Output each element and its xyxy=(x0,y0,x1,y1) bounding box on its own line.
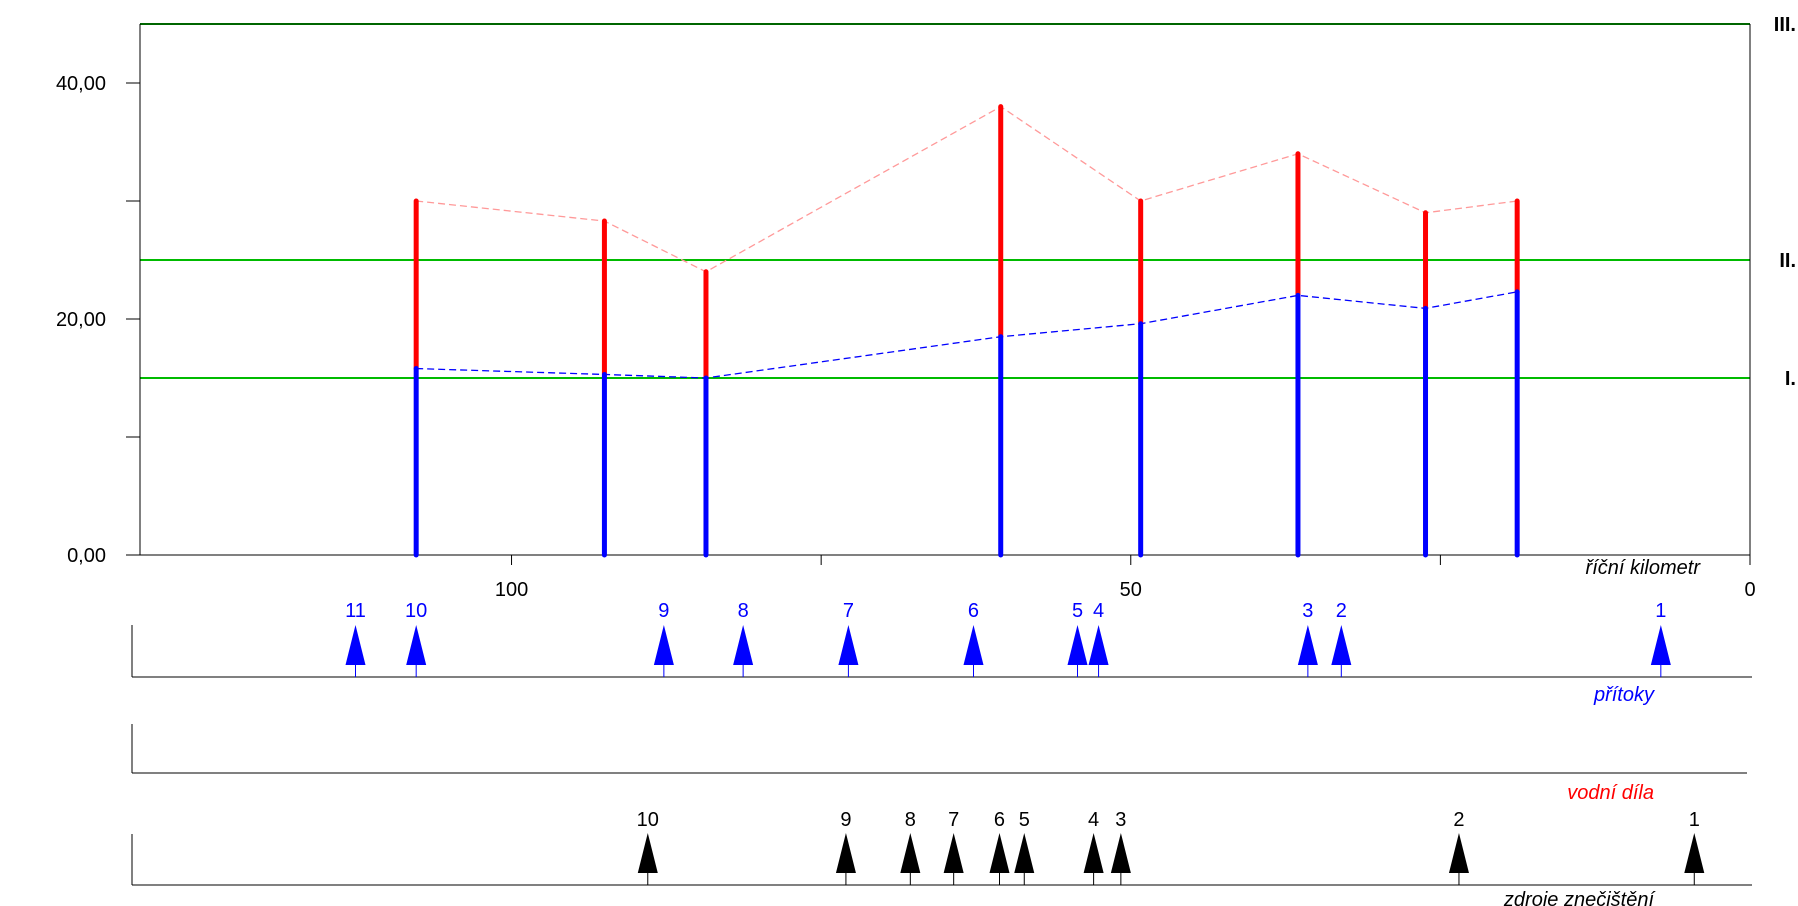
tributaries-marker-triangle xyxy=(838,625,859,665)
pollution_sources-marker-triangle xyxy=(900,833,921,873)
pollution_sources-marker-triangle xyxy=(1684,833,1705,873)
pollution_sources-marker-triangle xyxy=(835,833,856,873)
pollution_sources-marker-label: 10 xyxy=(637,809,659,831)
tributaries-marker-label: 11 xyxy=(345,600,366,622)
y-tick-label: 40,00 xyxy=(56,73,106,95)
pollution_sources-marker-triangle xyxy=(1014,833,1035,873)
tributaries-caption: přítoky xyxy=(1593,684,1655,706)
pollution_sources-caption: zdroje znečištění xyxy=(1503,889,1657,906)
tributaries-marker-label: 5 xyxy=(1072,600,1083,622)
pollution_sources-marker-triangle xyxy=(1448,833,1469,873)
water_works-caption: vodní díla xyxy=(1567,782,1654,804)
tributaries-marker-label: 10 xyxy=(405,600,427,622)
tributaries-marker-triangle xyxy=(1088,625,1109,665)
pollution_sources-marker-label: 5 xyxy=(1019,809,1030,831)
tributaries-marker-label: 4 xyxy=(1093,600,1104,622)
y-tick-label: 0,00 xyxy=(67,545,106,567)
pollution_sources-marker-label: 2 xyxy=(1453,809,1464,831)
tributaries-marker-triangle xyxy=(1297,625,1318,665)
tributaries-marker-label: 7 xyxy=(843,600,854,622)
pollution_sources-marker-label: 9 xyxy=(840,809,851,831)
pollution_sources-marker-label: 7 xyxy=(948,809,959,831)
class-limit-label: III. xyxy=(1774,14,1796,36)
tributaries-marker-label: 3 xyxy=(1302,600,1313,622)
x-tick-label: 0 xyxy=(1744,579,1755,601)
tributaries-marker-triangle xyxy=(963,625,984,665)
tributaries-marker-label: 2 xyxy=(1336,600,1347,622)
lower-dashed-line xyxy=(416,291,1518,379)
pollution_sources-marker-triangle xyxy=(637,833,658,873)
pollution_sources-marker-label: 8 xyxy=(905,809,916,831)
pollution_sources-marker-triangle xyxy=(1083,833,1104,873)
tributaries-marker-triangle xyxy=(406,625,427,665)
pollution_sources-marker-triangle xyxy=(943,833,964,873)
pollution_sources-marker-label: 3 xyxy=(1115,809,1126,831)
class-limit-label: II. xyxy=(1779,250,1796,272)
tributaries-marker-label: 9 xyxy=(658,600,669,622)
tributaries-marker-label: 8 xyxy=(738,600,749,622)
pollution_sources-marker-label: 6 xyxy=(994,809,1005,831)
pollution_sources-marker-triangle xyxy=(1110,833,1131,873)
pollution_sources-marker-label: 4 xyxy=(1088,809,1099,831)
x-axis-label: říční kilometr xyxy=(1586,557,1702,579)
tributaries-marker-label: 1 xyxy=(1655,600,1666,622)
tributaries-marker-triangle xyxy=(1331,625,1352,665)
x-tick-label: 50 xyxy=(1120,579,1142,601)
tributaries-marker-triangle xyxy=(653,625,674,665)
class-limit-label: I. xyxy=(1785,368,1796,390)
x-tick-label: 100 xyxy=(495,579,528,601)
tributaries-marker-triangle xyxy=(345,625,366,665)
tributaries-marker-triangle xyxy=(1067,625,1088,665)
tributaries-marker-label: 6 xyxy=(968,600,979,622)
upper-dashed-line xyxy=(416,105,1518,273)
tributaries-marker-triangle xyxy=(1650,625,1671,665)
pollution_sources-marker-label: 1 xyxy=(1689,809,1700,831)
y-tick-label: 20,00 xyxy=(56,309,106,331)
tributaries-marker-triangle xyxy=(733,625,754,665)
pollution_sources-marker-triangle xyxy=(989,833,1010,873)
